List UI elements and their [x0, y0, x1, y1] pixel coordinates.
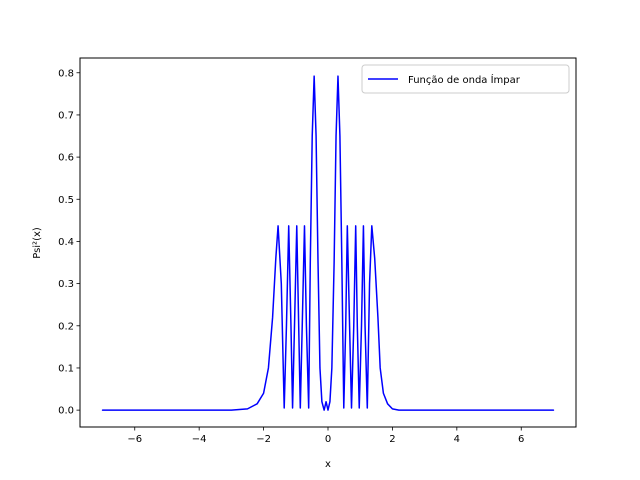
x-tick-label: −2: [256, 434, 271, 445]
x-axis: −6 −4 −2 0 2 4 6: [127, 427, 524, 445]
y-tick-label: 0.5: [58, 195, 74, 206]
legend-label: Função de onda Ímpar: [408, 73, 521, 86]
y-axis-label: Psi²(x): [32, 227, 43, 259]
y-tick-label: 0.1: [58, 363, 74, 374]
y-tick-label: 0.7: [58, 110, 74, 121]
plot-layer: [101, 75, 555, 411]
y-tick-label: 0.3: [58, 279, 74, 290]
y-tick-label: 0.2: [58, 321, 74, 332]
x-tick-label: 6: [518, 434, 524, 445]
y-tick-label: 0.8: [58, 68, 74, 79]
x-axis-label: x: [325, 459, 331, 470]
y-axis: 0.0 0.1 0.2 0.3 0.4 0.5 0.6 0.7 0.8: [58, 68, 80, 417]
x-tick-label: −6: [127, 434, 142, 445]
y-tick-label: 0.0: [58, 406, 74, 417]
y-tick-label: 0.6: [58, 153, 74, 164]
series-line-0: [101, 75, 555, 411]
y-tick-label: 0.4: [58, 237, 74, 248]
x-tick-label: −4: [192, 434, 207, 445]
legend-box: [361, 64, 570, 94]
x-tick-label: 2: [389, 434, 395, 445]
x-tick-label: 4: [454, 434, 460, 445]
x-tick-label: 0: [325, 434, 331, 445]
legend: Função de onda Ímpar: [361, 64, 570, 94]
